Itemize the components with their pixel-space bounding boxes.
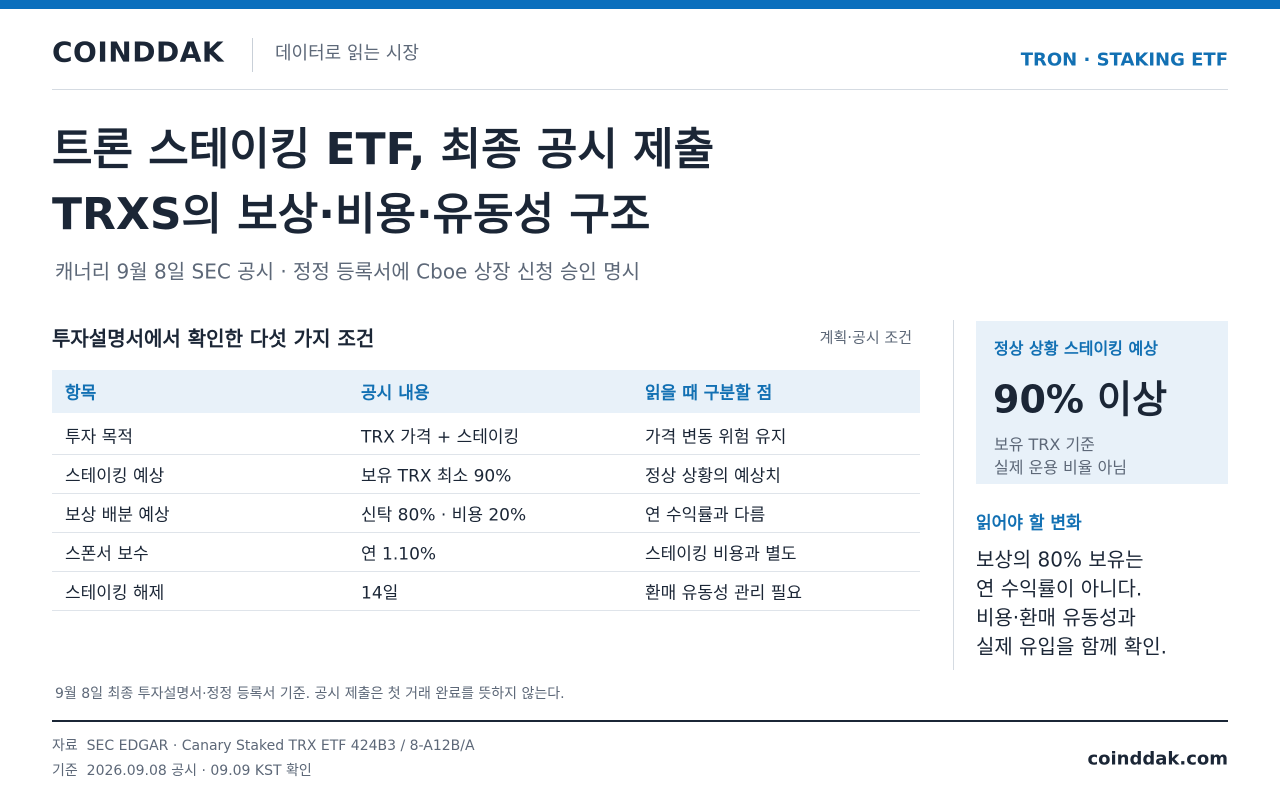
source: 기준 2026.09.08 공시 · 09.09 KST 확인 xyxy=(52,763,312,779)
table-cell: 신탁 80% · 비용 20% xyxy=(361,505,527,526)
table-header xyxy=(52,370,920,413)
box-note: 보유 TRX 기준 xyxy=(994,435,1095,454)
table-cell: 정상 상황의 예상치 xyxy=(645,466,781,487)
source: 자료 SEC EDGAR · Canary Staked TRX ETF 424… xyxy=(52,738,475,754)
table-cell: 보유 TRX 최소 90% xyxy=(361,466,512,487)
table-cell: 스테이킹 예상 xyxy=(65,466,165,487)
table-cell: 보상 배분 예상 xyxy=(65,505,170,526)
note-line: 연 수익률이 아니다. xyxy=(976,576,1143,601)
row-border xyxy=(52,571,920,572)
brand: COINDDAK xyxy=(52,35,225,69)
divider xyxy=(252,38,253,72)
table-cell: 투자 목적 xyxy=(65,427,133,448)
headline: 트론 스테이킹 ETF, 최종 공시 제출 xyxy=(52,124,715,175)
note-line: 보상의 80% 보유는 xyxy=(976,547,1144,572)
box-note: 실제 운용 비율 아님 xyxy=(994,458,1128,477)
headline: TRXS의 보상·비용·유동성 구조 xyxy=(52,189,651,240)
footnote: 9월 8일 최종 투자설명서·정정 등록서 기준. 공시 제출은 첫 거래 완료… xyxy=(55,686,565,702)
note-line: 실제 유입을 함께 확인. xyxy=(976,634,1168,659)
table-cell: 스테이킹 해제 xyxy=(65,583,165,604)
table-cell: 연 수익률과 다름 xyxy=(645,505,766,526)
table-title: 투자설명서에서 확인한 다섯 가지 조건 xyxy=(52,326,375,351)
table-cell: TRX 가격 + 스테이킹 xyxy=(361,427,520,448)
table-cell: 환매 유동성 관리 필요 xyxy=(645,583,802,604)
divider xyxy=(953,320,954,670)
column-header: 항목 xyxy=(65,383,97,404)
table-cell: 스폰서 보수 xyxy=(65,544,149,565)
row-border xyxy=(52,493,920,494)
top-bar xyxy=(0,0,1280,9)
column-header: 공시 내용 xyxy=(361,383,430,404)
row-border xyxy=(52,532,920,533)
table-cell: 연 1.10% xyxy=(361,544,437,565)
table-tag: 계획·공시 조건 xyxy=(819,328,912,347)
site: coinddak.com xyxy=(1087,748,1228,770)
table-cell: 14일 xyxy=(361,583,399,604)
rule xyxy=(52,89,1228,90)
column-header: 읽을 때 구분할 점 xyxy=(645,383,773,404)
box-label: 정상 상황 스테이킹 예상 xyxy=(994,339,1158,358)
note-line: 비용·환매 유동성과 xyxy=(976,605,1136,630)
subtitle: 캐너리 9월 8일 SEC 공시 · 정정 등록서에 Cboe 상장 신청 승인… xyxy=(55,259,640,284)
tagline: 데이터로 읽는 시장 xyxy=(275,43,419,64)
row-border xyxy=(52,454,920,455)
table-cell: 가격 변동 위험 유지 xyxy=(645,427,787,448)
highlight-box xyxy=(976,321,1228,484)
topic: TRON · STAKING ETF xyxy=(1020,49,1228,71)
rule xyxy=(52,720,1228,722)
row-border xyxy=(52,610,920,611)
table-cell: 스테이킹 비용과 별도 xyxy=(645,544,797,565)
box-value: 90% 이상 xyxy=(993,377,1168,422)
note-title: 읽어야 할 변화 xyxy=(976,513,1082,534)
